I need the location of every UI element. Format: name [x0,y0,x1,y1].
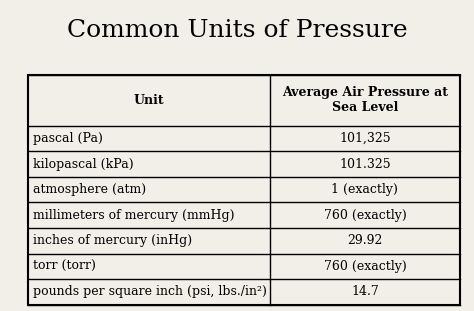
Text: 1 (exactly): 1 (exactly) [331,183,398,196]
Text: 29.92: 29.92 [347,234,383,247]
Text: Unit: Unit [134,94,164,107]
Text: 101,325: 101,325 [339,132,391,145]
Text: 14.7: 14.7 [351,285,379,299]
Text: 760 (exactly): 760 (exactly) [324,209,406,222]
Text: torr (torr): torr (torr) [33,260,96,273]
Text: inches of mercury (inHg): inches of mercury (inHg) [33,234,192,247]
Text: pascal (Pa): pascal (Pa) [33,132,103,145]
Text: 101.325: 101.325 [339,158,391,171]
Text: millimeters of mercury (mmHg): millimeters of mercury (mmHg) [33,209,234,222]
Text: Average Air Pressure at
Sea Level: Average Air Pressure at Sea Level [282,86,448,114]
Text: pounds per square inch (psi, lbs./in²): pounds per square inch (psi, lbs./in²) [33,285,267,299]
Text: 760 (exactly): 760 (exactly) [324,260,406,273]
Text: Common Units of Pressure: Common Units of Pressure [67,19,407,42]
Text: atmosphere (atm): atmosphere (atm) [33,183,146,196]
Text: kilopascal (kPa): kilopascal (kPa) [33,158,133,171]
